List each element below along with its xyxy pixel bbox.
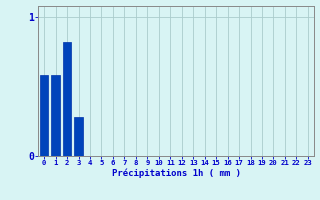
Bar — [40, 75, 48, 156]
Bar — [63, 42, 71, 156]
X-axis label: Précipitations 1h ( mm ): Précipitations 1h ( mm ) — [111, 169, 241, 178]
Bar — [51, 75, 60, 156]
Bar — [74, 117, 83, 156]
